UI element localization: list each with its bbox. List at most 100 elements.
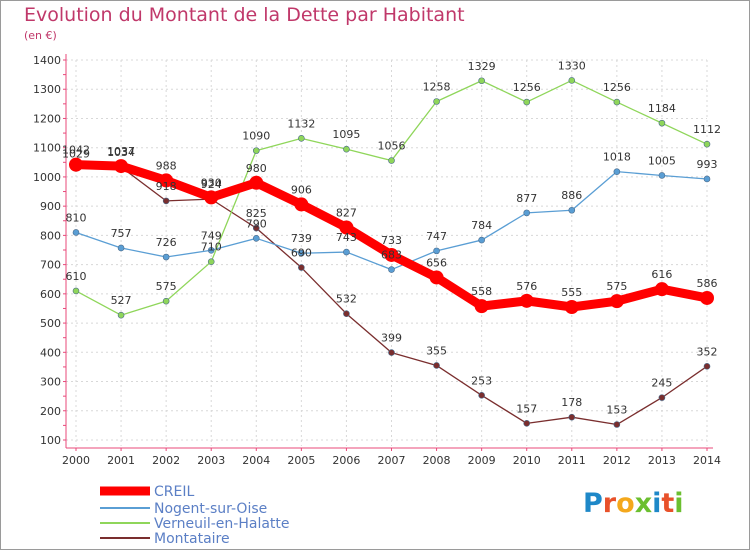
data-label: 810 xyxy=(66,211,87,224)
data-point xyxy=(114,159,129,174)
data-point xyxy=(703,140,711,148)
y-tick-label: 400 xyxy=(40,346,61,359)
data-label: 153 xyxy=(606,404,627,417)
y-tick-label: 700 xyxy=(40,259,61,272)
data-label: 178 xyxy=(561,396,582,409)
data-point xyxy=(117,311,125,319)
data-label: 993 xyxy=(697,158,718,171)
data-point xyxy=(658,119,666,127)
data-label: 1095 xyxy=(332,128,360,141)
data-label: 355 xyxy=(426,344,447,357)
data-label: 1112 xyxy=(693,123,721,136)
x-tick-label: 2003 xyxy=(197,454,225,467)
data-label: 825 xyxy=(246,207,267,220)
data-label: 157 xyxy=(516,402,537,415)
data-label: 886 xyxy=(561,189,582,202)
chart-title: Evolution du Montant de la Dette par Hab… xyxy=(24,4,465,26)
data-point xyxy=(613,168,621,175)
data-label: 616 xyxy=(651,268,672,281)
data-point xyxy=(294,197,309,212)
data-point xyxy=(162,197,170,205)
data-point xyxy=(343,145,350,153)
legend: CREILNogent-sur-OiseVerneuil-en-HalatteM… xyxy=(100,484,290,547)
data-point xyxy=(523,209,531,217)
data-label: 749 xyxy=(201,229,222,242)
data-point xyxy=(298,135,305,142)
data-label: 690 xyxy=(291,247,312,260)
legend-label: CREIL xyxy=(154,484,194,500)
legend-label: Montataire xyxy=(154,531,230,547)
data-label: 656 xyxy=(426,256,447,269)
x-tick-label: 2002 xyxy=(152,454,180,467)
x-tick-label: 2008 xyxy=(423,454,451,467)
data-point xyxy=(252,224,260,232)
data-point xyxy=(343,310,350,318)
data-point xyxy=(478,391,485,399)
x-tick-label: 2007 xyxy=(378,454,406,467)
data-point xyxy=(568,206,576,214)
x-tick-label: 2009 xyxy=(468,454,496,467)
y-tick-label: 100 xyxy=(40,434,61,447)
data-label: 1258 xyxy=(423,81,451,94)
data-label: 575 xyxy=(156,280,177,293)
data-point xyxy=(613,98,621,106)
data-point xyxy=(523,420,531,427)
data-label: 784 xyxy=(471,219,492,232)
data-label: 726 xyxy=(156,236,177,249)
data-label: 1184 xyxy=(648,102,676,115)
data-point xyxy=(564,300,579,314)
data-label: 610 xyxy=(66,270,87,283)
y-tick-label: 1000 xyxy=(33,171,61,184)
x-tick-label: 2013 xyxy=(648,454,676,467)
data-label: 757 xyxy=(111,227,132,240)
logo-letter: i xyxy=(674,488,684,519)
data-point xyxy=(568,77,576,84)
data-label: 1090 xyxy=(242,130,270,143)
data-point xyxy=(388,266,395,273)
data-label: 576 xyxy=(516,280,537,293)
data-point xyxy=(298,249,305,257)
data-label: 399 xyxy=(381,332,402,345)
data-label: 1330 xyxy=(558,59,586,72)
data-label: 586 xyxy=(697,277,718,290)
data-point xyxy=(568,413,576,421)
data-label: 1018 xyxy=(603,151,631,164)
x-tick-label: 2010 xyxy=(513,454,541,467)
y-tick-label: 800 xyxy=(40,229,61,242)
chart-unit: (en €) xyxy=(24,29,57,42)
data-point xyxy=(388,157,395,164)
data-label: 1056 xyxy=(378,140,406,153)
data-label: 1029 xyxy=(62,147,90,160)
data-point xyxy=(474,299,489,314)
data-point xyxy=(162,253,170,261)
data-point xyxy=(204,190,219,205)
data-point xyxy=(613,421,621,428)
data-point xyxy=(72,287,80,295)
data-point xyxy=(658,172,666,179)
grid xyxy=(66,59,708,446)
proxiti-logo: Proxiti xyxy=(583,488,684,519)
data-label: 733 xyxy=(381,234,402,247)
data-point xyxy=(523,98,531,106)
x-tick-label: 2005 xyxy=(287,454,315,467)
x-tick-label: 2014 xyxy=(693,454,721,467)
y-tick-label: 600 xyxy=(40,288,61,301)
series-lines xyxy=(69,77,714,428)
legend-label: Nogent-sur-Oise xyxy=(154,501,267,517)
data-label: 527 xyxy=(111,294,132,307)
x-tick-label: 2006 xyxy=(332,454,360,467)
data-label: 1005 xyxy=(648,154,676,167)
data-point xyxy=(700,290,714,305)
data-label: 980 xyxy=(246,162,267,175)
data-label: 930 xyxy=(201,176,222,189)
axes: 1002003004005006007008009001000110012001… xyxy=(33,54,721,467)
logo-letter: o xyxy=(616,488,635,519)
x-tick-label: 2004 xyxy=(242,454,270,467)
y-tick-label: 1400 xyxy=(33,54,61,67)
data-point xyxy=(478,77,485,85)
data-point xyxy=(207,246,215,254)
data-label: 555 xyxy=(561,286,582,299)
data-point xyxy=(162,297,170,305)
data-point xyxy=(429,270,444,285)
data-label: 743 xyxy=(336,231,357,244)
